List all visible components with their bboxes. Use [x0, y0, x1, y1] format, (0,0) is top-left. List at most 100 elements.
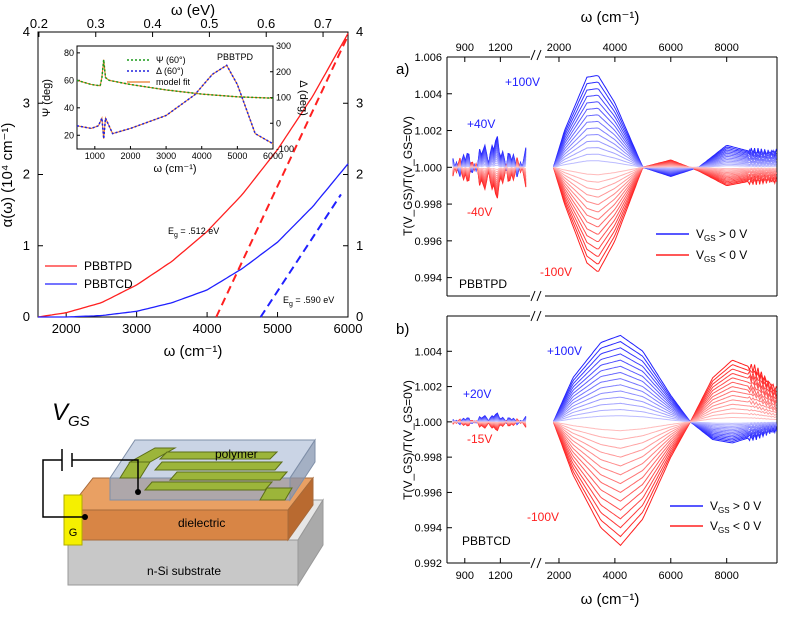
a-ytick-label: 1.004	[414, 89, 442, 101]
polymer-side	[289, 438, 316, 502]
abs-xtick-label: 3000	[122, 321, 151, 336]
abs-top-xtick-label: 0.2	[30, 16, 48, 31]
a-annot-plus40: +40V	[467, 117, 495, 131]
device-schematic: VGS polymer dielectric n-Si substrate G	[42, 399, 324, 587]
b-trace-pos-10	[552, 359, 777, 438]
abs-ylabel: α(ω) (10⁴ cm⁻¹)	[0, 123, 16, 228]
b-ytick-label: 0.998	[414, 452, 442, 464]
b-xtick-label: 900	[456, 570, 474, 582]
b-trace-neg-7	[553, 390, 777, 485]
a-legend-neg: VGS < 0 V	[696, 248, 747, 264]
panel-b: 0.992 0.994 0.996 0.998 1.000 1.002 1.004 900 12…	[396, 315, 778, 608]
interdigitated-electrodes	[119, 447, 293, 501]
abs-xtick-label: 6000	[334, 321, 363, 336]
b-xtick-label: 6000	[659, 570, 683, 582]
b-xlabel: ω (cm⁻¹)	[581, 591, 640, 608]
inset-xtick-label: 5000	[227, 151, 247, 161]
inset-ytick-left-label: 40	[64, 103, 74, 113]
a-trace-pos-1	[553, 160, 777, 169]
a-ytick-label: 0.994	[414, 273, 442, 285]
a-xtick-label: 6000	[659, 42, 683, 54]
b-trace-neg-1	[553, 417, 777, 432]
b-xtick-label: 4000	[603, 570, 627, 582]
abs-line-pbbtpd	[37, 33, 349, 318]
b-xtick-label: 8000	[714, 570, 738, 582]
gate-terminal	[82, 514, 88, 520]
inset-ytick-right-label: 100	[276, 93, 291, 103]
abs-top-xtick-label: 0.4	[144, 16, 162, 31]
abs-top-xlabel: ω (eV)	[171, 2, 215, 19]
a-lowtrace-neg-1	[452, 166, 527, 171]
b-trace-neg-5	[553, 399, 777, 467]
b-lowtrace-neg-1	[452, 421, 526, 424]
b-panel-label: b)	[396, 321, 409, 338]
inset-xtick-label: 6000	[263, 151, 283, 161]
b-legend-neg: VGS < 0 V	[710, 519, 761, 535]
b-trace-pos-2	[553, 408, 777, 426]
inset-axes: 1000 2000 3000 4000 5000 6000 20 40 60 80 -100 0 100…	[64, 41, 294, 161]
abs-right-ytick-label: 3	[356, 95, 363, 110]
source-terminal	[135, 489, 141, 495]
abs-ytick-label: 2	[23, 167, 30, 182]
inset-xtick-label: 3000	[156, 151, 176, 161]
abs-ytick-label: 0	[23, 309, 30, 324]
b-trace-neg-8	[552, 386, 777, 493]
b-trace-pos-8	[553, 371, 777, 435]
a-xtick-label: 4000	[603, 42, 627, 54]
a-top-xlabel: ω (cm⁻¹)	[581, 9, 640, 26]
abs-line-pbbtcd	[38, 163, 349, 318]
a-panel-label: a)	[396, 61, 409, 78]
panel-b-axes: 0.992 0.994 0.996 0.998 1.000 1.002 1.004 900 12…	[414, 346, 738, 582]
inset-legend: Ψ (60°) Δ (60°) model fit	[127, 55, 191, 87]
a-legend-pos: VGS > 0 V	[696, 227, 747, 243]
abs-ytick-label: 3	[23, 95, 30, 110]
a-ytick-label: 1.006	[414, 52, 442, 64]
b-trace-pos-9	[552, 365, 777, 436]
b-ytick-label: 0.994	[414, 523, 442, 535]
a-annot-plus100: +100V	[505, 75, 540, 89]
dielectric-label: dielectric	[178, 516, 225, 530]
inset-xtick-label: 2000	[120, 151, 140, 161]
b-trace-pos-4	[553, 396, 777, 429]
abs-right-ytick-label: 1	[356, 238, 363, 253]
b-trace-neg-10	[552, 377, 777, 511]
b-legend-pos: VGS > 0 V	[710, 499, 761, 515]
a-ytick-label: 1.000	[414, 162, 442, 174]
a-ytick-label: 0.996	[414, 236, 442, 248]
abs-top-xtick-label: 0.6	[257, 16, 275, 31]
inset-series-1	[76, 64, 274, 145]
a-trace-neg-1	[553, 166, 777, 176]
a-legend: VGS > 0 V VGS < 0 V	[656, 227, 747, 264]
abs-xtick-label: 4000	[193, 321, 222, 336]
eg1-annotation: Eg = .512 eV	[168, 226, 219, 239]
inset-xlabel: ω (cm⁻¹)	[153, 163, 196, 175]
abs-right-ytick-label: 4	[356, 24, 363, 39]
inset-panel: 1000 2000 3000 4000 5000 6000 20 40 60 80 -100 0 100…	[41, 41, 309, 175]
a-ytick-label: 1.002	[414, 126, 442, 138]
inset-ytick-right-label: 300	[276, 41, 291, 51]
a-xtick-label: 1200	[488, 42, 512, 54]
b-legend: VGS > 0 V VGS < 0 V	[670, 499, 761, 535]
legend-label-pbbtcd: PBBTCD	[84, 277, 133, 291]
inset-legend-fit: model fit	[156, 77, 191, 87]
panel-b-series	[452, 334, 777, 547]
inset-ytick-right-label: 0	[276, 118, 281, 128]
a-trace-pos-9	[552, 107, 777, 174]
b-trace-pos-14	[552, 334, 777, 444]
b-annot-plus20: +20V	[463, 387, 491, 401]
b-trace-pos-3	[553, 402, 777, 427]
inset-xtick-label: 1000	[85, 151, 105, 161]
abs-ytick-label: 1	[23, 238, 30, 253]
b-trace-pos-7	[553, 378, 777, 433]
b-trace-neg-12	[552, 368, 777, 529]
a-xtick-label: 900	[456, 42, 474, 54]
b-trace-pos-5	[553, 390, 777, 430]
substrate-side	[297, 498, 324, 587]
abs-right-ytick-label: 0	[356, 309, 363, 324]
b-trace-neg-14	[552, 359, 777, 547]
gate-label: G	[69, 527, 78, 539]
a-annot-minus100: -100V	[540, 265, 572, 279]
abs-top-xtick-label: 0.3	[87, 16, 105, 31]
